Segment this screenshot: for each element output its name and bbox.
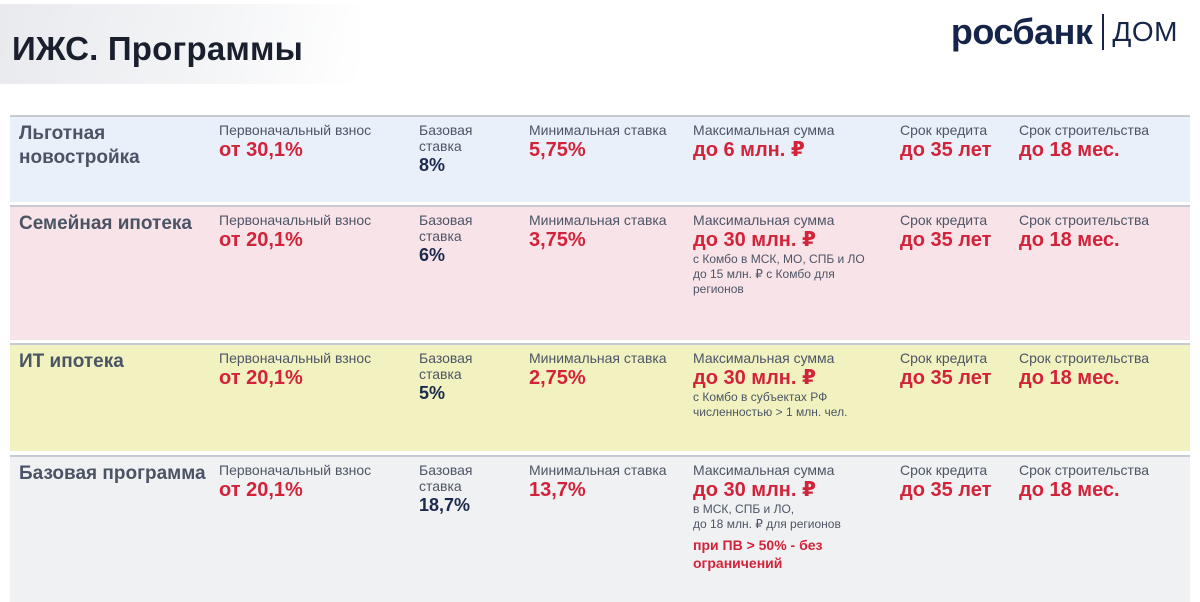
term-label: Срок кредита [900,462,988,478]
down-payment-cell: Первоначальный взнос от 20,1% [219,462,409,502]
down-payment-label: Первоначальный взнос [219,212,372,228]
term-label: Срок кредита [900,212,988,228]
base-rate-value: 8% [419,155,446,175]
build-term-cell: Срок строительства до 18 мес. [1019,462,1187,502]
max-sum-cell: Максимальная сумма до 6 млн. ₽ [693,122,888,162]
min-rate-label: Минимальная ставка [529,350,667,366]
program-name: Семейная ипотека [19,213,192,234]
max-sum-highlight-note: при ПВ > 50% - без ограничений [693,537,823,571]
min-rate-value: 3,75% [529,229,586,251]
build-term-label: Срок строительства [1019,122,1150,138]
program-row-semeynaya: Семейная ипотека Первоначальный взнос от… [10,205,1190,340]
min-rate-value: 2,75% [529,367,586,389]
max-sum-note: в МСК, СПБ и ЛО, [693,502,795,516]
logo-subbrand-text: ДОМ [1112,16,1178,47]
logo-brand-text: росбанк [950,11,1093,52]
min-rate-cell: Минимальная ставка 5,75% [529,122,679,162]
max-sum-cell: Максимальная сумма до 30 млн. ₽ с Комбо … [693,350,888,420]
max-sum-note: до 18 млн. ₽ для регионов [693,517,841,531]
term-value: до 35 лет [900,479,992,501]
program-name: Базовая программа [19,463,206,484]
term-value: до 35 лет [900,367,992,389]
max-sum-note: с Комбо в МСК, МО, СПБ и ЛО [693,252,865,266]
base-rate-cell: Базовая ставка 6% [419,212,519,266]
down-payment-label: Первоначальный взнос [219,122,372,138]
down-payment-label: Первоначальный взнос [219,350,372,366]
base-rate-cell: Базовая ставка 18,7% [419,462,519,516]
rosbank-dom-logo: росбанк ДОМ [951,10,1178,54]
down-payment-value: от 30,1% [219,139,303,161]
build-term-label: Срок строительства [1019,350,1150,366]
build-term-value: до 18 мес. [1019,139,1120,161]
max-sum-label: Максимальная сумма [693,350,835,366]
max-sum-cell: Максимальная сумма до 30 млн. ₽ с Комбо … [693,212,888,297]
min-rate-value: 5,75% [529,139,586,161]
build-term-cell: Срок строительства до 18 мес. [1019,350,1187,390]
term-label: Срок кредита [900,350,988,366]
down-payment-value: от 20,1% [219,479,303,501]
down-payment-value: от 20,1% [219,367,303,389]
term-value: до 35 лет [900,229,992,251]
base-rate-label: Базовая ставка [419,462,473,494]
min-rate-cell: Минимальная ставка 3,75% [529,212,679,252]
min-rate-label: Минимальная ставка [529,212,667,228]
title-band [0,4,360,84]
term-cell: Срок кредита до 35 лет [900,350,1015,390]
build-term-value: до 18 мес. [1019,479,1120,501]
max-sum-value: до 6 млн. ₽ [693,139,805,161]
max-sum-value: до 30 млн. ₽ [693,229,816,251]
program-row-it: ИТ ипотека Первоначальный взнос от 20,1%… [10,343,1190,451]
min-rate-label: Минимальная ставка [529,122,667,138]
build-term-cell: Срок строительства до 18 мес. [1019,122,1187,162]
min-rate-label: Минимальная ставка [529,462,667,478]
min-rate-value: 13,7% [529,479,586,501]
down-payment-cell: Первоначальный взнос от 20,1% [219,350,409,390]
term-label: Срок кредита [900,122,988,138]
max-sum-label: Максимальная сумма [693,212,835,228]
max-sum-note: до 15 млн. ₽ с Комбо для регионов [693,267,835,296]
term-value: до 35 лет [900,139,992,161]
program-row-bazovaya: Базовая программа Первоначальный взнос о… [10,455,1190,602]
max-sum-label: Максимальная сумма [693,462,835,478]
base-rate-label: Базовая ставка [419,122,473,154]
down-payment-cell: Первоначальный взнос от 30,1% [219,122,409,162]
max-sum-label: Максимальная сумма [693,122,835,138]
build-term-value: до 18 мес. [1019,367,1120,389]
page-title: ИЖС. Программы [12,30,303,67]
down-payment-label: Первоначальный взнос [219,462,372,478]
base-rate-label: Базовая ставка [419,212,473,244]
build-term-label: Срок строительства [1019,212,1150,228]
max-sum-value: до 30 млн. ₽ [693,367,816,389]
build-term-label: Срок строительства [1019,462,1150,478]
base-rate-label: Базовая ставка [419,350,473,382]
base-rate-value: 18,7% [419,495,471,515]
program-name: ИТ ипотека [19,351,124,372]
base-rate-value: 5% [419,383,446,403]
max-sum-cell: Максимальная сумма до 30 млн. ₽ в МСК, С… [693,462,888,572]
base-rate-cell: Базовая ставка 8% [419,122,519,176]
term-cell: Срок кредита до 35 лет [900,122,1015,162]
max-sum-note: с Комбо в субъектах РФ численностью > 1 … [693,390,848,419]
logo-divider [1102,14,1105,50]
down-payment-value: от 20,1% [219,229,303,251]
base-rate-cell: Базовая ставка 5% [419,350,519,404]
min-rate-cell: Минимальная ставка 2,75% [529,350,679,390]
program-name: Льготная новостройка [19,123,140,168]
max-sum-value: до 30 млн. ₽ [693,479,816,501]
term-cell: Срок кредита до 35 лет [900,462,1015,502]
down-payment-cell: Первоначальный взнос от 20,1% [219,212,409,252]
build-term-cell: Срок строительства до 18 мес. [1019,212,1187,252]
build-term-value: до 18 мес. [1019,229,1120,251]
min-rate-cell: Минимальная ставка 13,7% [529,462,679,502]
term-cell: Срок кредита до 35 лет [900,212,1015,252]
base-rate-value: 6% [419,245,446,265]
program-row-lgotnaya: Льготная новостройка Первоначальный взно… [10,115,1190,202]
